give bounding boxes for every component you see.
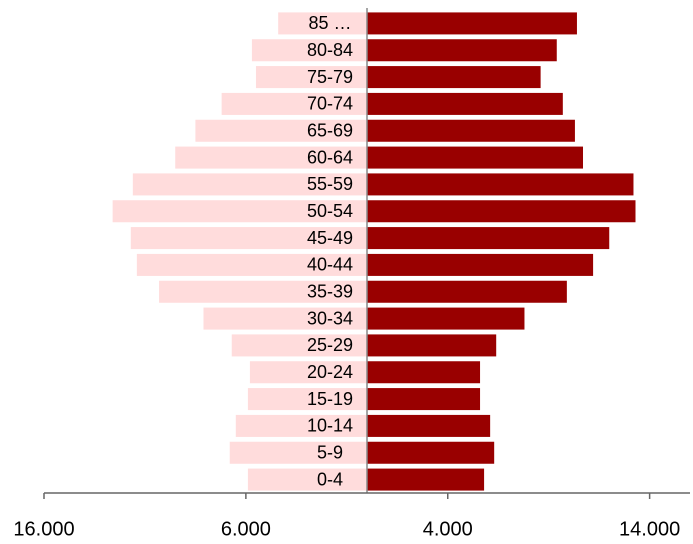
bar xyxy=(136,253,367,276)
bar xyxy=(255,66,367,89)
category-label: 45-49 xyxy=(307,228,353,248)
x-tick-label: 14.000 xyxy=(619,518,680,540)
bar xyxy=(367,468,485,491)
category-label: 20-24 xyxy=(307,362,353,382)
category-label: 50-54 xyxy=(307,201,353,221)
bar xyxy=(203,307,367,330)
bar xyxy=(229,441,367,464)
bar xyxy=(367,280,567,303)
category-label: 65-69 xyxy=(307,121,353,141)
x-tick-label: 16.000 xyxy=(13,518,74,540)
bar xyxy=(231,334,367,357)
bar xyxy=(195,119,367,142)
bar xyxy=(235,414,367,437)
category-label: 55-59 xyxy=(307,174,353,194)
bar xyxy=(367,39,557,62)
bar xyxy=(367,66,541,89)
bar xyxy=(130,227,367,250)
bar xyxy=(367,361,481,384)
category-label: 40-44 xyxy=(307,255,353,275)
category-label: 15-19 xyxy=(307,389,353,409)
bar xyxy=(367,119,575,142)
x-tick-label: 4.000 xyxy=(423,518,473,540)
category-label: 5-9 xyxy=(317,443,343,463)
category-label: 70-74 xyxy=(307,94,353,114)
bar xyxy=(367,92,563,115)
bar xyxy=(367,253,594,276)
category-label: 75-79 xyxy=(307,67,353,87)
x-tick-label: 6.000 xyxy=(221,518,271,540)
category-label: 85 … xyxy=(308,13,351,33)
bar xyxy=(367,146,584,169)
category-label: 60-64 xyxy=(307,147,353,167)
bar xyxy=(367,388,481,411)
bar xyxy=(132,173,367,196)
category-label: 35-39 xyxy=(307,282,353,302)
category-label: 80-84 xyxy=(307,40,353,60)
category-label: 30-34 xyxy=(307,308,353,328)
bar xyxy=(251,39,367,62)
bar xyxy=(247,468,367,491)
category-label: 10-14 xyxy=(307,416,353,436)
bar xyxy=(367,307,525,330)
bar xyxy=(367,200,636,223)
bar xyxy=(247,388,367,411)
category-label: 0-4 xyxy=(317,469,343,489)
bar xyxy=(221,92,367,115)
bar xyxy=(112,200,367,223)
bar xyxy=(278,12,367,35)
bar xyxy=(367,414,491,437)
bar xyxy=(367,12,577,35)
bar xyxy=(367,173,634,196)
bar xyxy=(367,334,497,357)
bar xyxy=(367,227,610,250)
bar xyxy=(175,146,367,169)
bar xyxy=(367,441,495,464)
category-label: 25-29 xyxy=(307,335,353,355)
bar xyxy=(249,361,367,384)
bar xyxy=(159,280,367,303)
